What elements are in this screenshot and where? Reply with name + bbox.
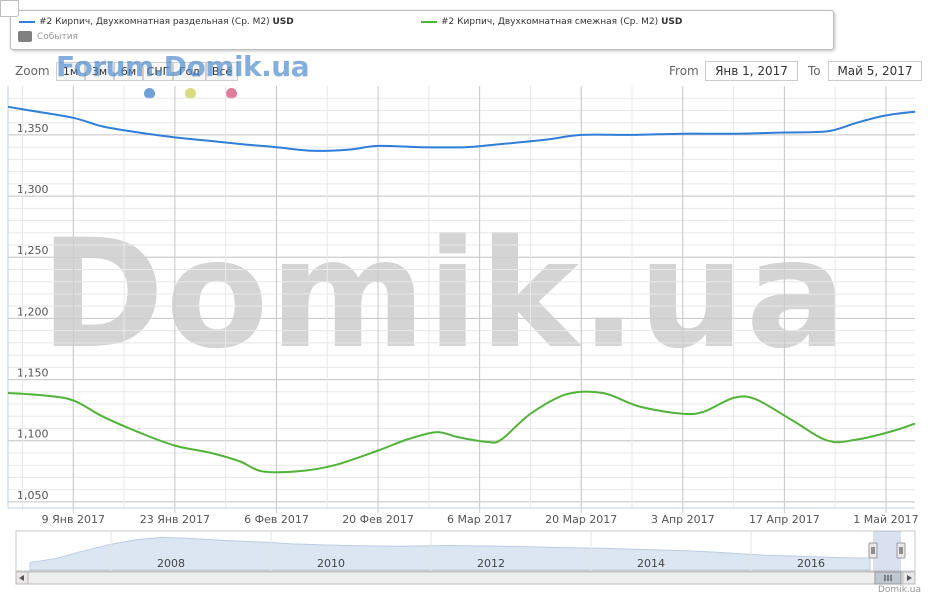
- y-tick-label: 1,150: [17, 367, 49, 380]
- event-flag-dot[interactable]: [185, 88, 196, 99]
- series-2-unit: USD: [661, 17, 683, 27]
- navigator-handle[interactable]: [868, 542, 878, 559]
- legend-panel: #2 Кирпич, Двухкомнатная раздельная (Ср.…: [10, 10, 834, 50]
- y-tick-label: 1,050: [17, 489, 49, 502]
- credit-link[interactable]: Domik.ua: [878, 585, 921, 595]
- series-1-unit: USD: [272, 17, 294, 27]
- x-tick-label: 20 Мар 2017: [545, 513, 617, 526]
- range-from-input[interactable]: Янв 1, 2017: [705, 61, 798, 81]
- x-tick-label: 6 Фев 2017: [244, 513, 309, 526]
- navigator-handle[interactable]: [896, 542, 906, 559]
- watermark-forum: Forum.Domik.ua: [56, 50, 310, 83]
- series-2-swatch: [421, 20, 437, 23]
- scroll-left-arrow-icon: [19, 575, 24, 581]
- event-flag-dot[interactable]: [226, 88, 237, 99]
- legend-item-events[interactable]: События: [18, 31, 78, 42]
- zoom-label: Zoom: [15, 64, 50, 78]
- y-tick-label: 1,350: [17, 122, 49, 135]
- zoom-button-2[interactable]: 6м: [114, 62, 143, 81]
- scroll-right-arrow-icon: [907, 575, 912, 581]
- scrollbar-track: [15, 571, 916, 585]
- navigator-year-label: 2016: [797, 557, 825, 570]
- navigator-year-label: 2014: [637, 557, 665, 570]
- x-tick-label: 9 Янв 2017: [42, 513, 105, 526]
- y-tick-label: 1,250: [17, 244, 49, 257]
- zoom-button-1[interactable]: 3м: [85, 62, 114, 81]
- x-tick-label: 6 Мар 2017: [447, 513, 512, 526]
- x-tick-label: 3 Апр 2017: [651, 513, 715, 526]
- range-to-label: To: [808, 64, 821, 78]
- range-to-input[interactable]: Май 5, 2017: [828, 61, 922, 81]
- x-tick-label: 1 Май 2017: [853, 513, 918, 526]
- y-tick-label: 1,300: [17, 183, 49, 196]
- navigator-year-label: 2010: [317, 557, 345, 570]
- navigator-year-label: 2012: [477, 557, 505, 570]
- zoom-button-3[interactable]: СНГ: [143, 62, 173, 81]
- events-swatch: [18, 31, 32, 42]
- range-from-label: From: [669, 64, 699, 78]
- event-flag-dot[interactable]: [144, 88, 155, 99]
- y-tick-label: 1,200: [17, 305, 49, 318]
- legend-item-series-2[interactable]: #2 Кирпич, Двухкомнатная смежная (Ср. М2…: [421, 17, 682, 27]
- x-tick-label: 17 Апр 2017: [749, 513, 820, 526]
- navigator-area: [29, 536, 871, 571]
- series-2-label: #2 Кирпич, Двухкомнатная смежная (Ср. М2…: [441, 17, 659, 27]
- series-1-label: #2 Кирпич, Двухкомнатная раздельная (Ср.…: [39, 17, 270, 27]
- series-line-1: [7, 105, 916, 152]
- x-tick-label: 23 Янв 2017: [140, 513, 210, 526]
- events-label: События: [37, 32, 78, 42]
- series-line-2: [7, 390, 916, 474]
- navigator-selection: [873, 531, 901, 571]
- legend-toggle-tab[interactable]: [0, 0, 19, 17]
- y-tick-label: 1,100: [17, 428, 49, 441]
- legend-item-series-1[interactable]: #2 Кирпич, Двухкомнатная раздельная (Ср.…: [19, 17, 294, 27]
- x-tick-label: 20 Фев 2017: [342, 513, 414, 526]
- series-1-swatch: [19, 20, 35, 23]
- zoom-button-0[interactable]: 1м: [56, 62, 85, 81]
- navigator-year-label: 2008: [157, 557, 185, 570]
- zoom-button-5[interactable]: Всё: [206, 62, 238, 81]
- zoom-button-4[interactable]: Год: [173, 62, 206, 81]
